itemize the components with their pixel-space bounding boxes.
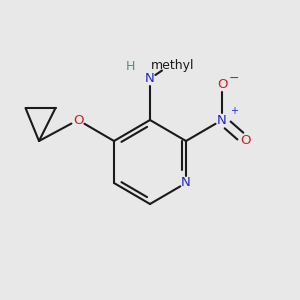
Text: N: N xyxy=(145,71,155,85)
Text: N: N xyxy=(181,176,191,190)
Text: −: − xyxy=(229,71,239,85)
Text: O: O xyxy=(73,113,83,127)
Text: N: N xyxy=(217,113,227,127)
Text: O: O xyxy=(217,77,227,91)
Text: O: O xyxy=(241,134,251,148)
Text: H: H xyxy=(126,59,135,73)
Text: +: + xyxy=(230,106,238,116)
Text: methyl: methyl xyxy=(151,59,194,73)
